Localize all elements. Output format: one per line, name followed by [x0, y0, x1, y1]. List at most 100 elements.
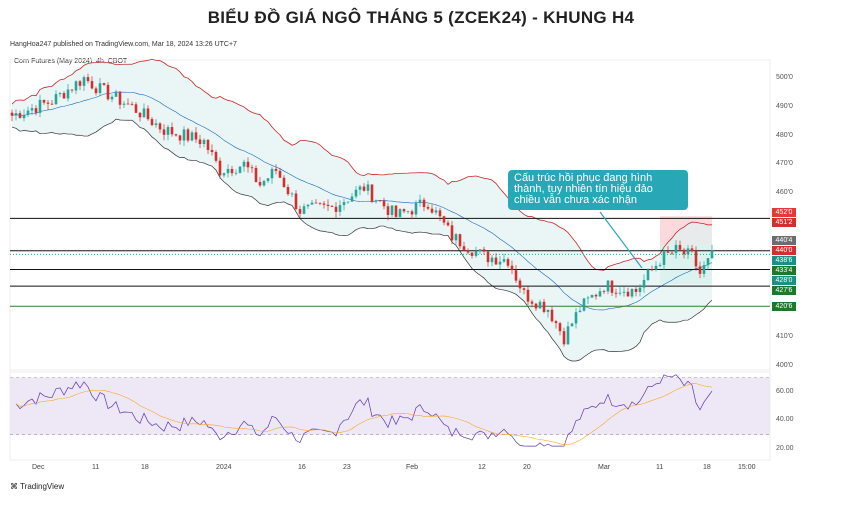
- candle-body: [574, 312, 578, 324]
- candle-body: [562, 331, 566, 345]
- candle-body: [538, 301, 542, 309]
- candle-body: [78, 81, 82, 86]
- candle-body: [394, 205, 398, 217]
- candle-body: [606, 280, 610, 292]
- candle-body: [582, 298, 586, 311]
- candle-body: [90, 81, 94, 89]
- candle-body: [446, 222, 450, 226]
- price-level-label: 452'0: [772, 207, 796, 217]
- candle-body: [490, 257, 494, 263]
- candle-body: [242, 161, 246, 167]
- candle-body: [202, 139, 206, 145]
- candle-body: [98, 83, 102, 94]
- candle-body: [194, 132, 198, 140]
- candle-body: [102, 83, 106, 85]
- candle-body: [398, 209, 402, 217]
- candle-body: [106, 84, 110, 100]
- candle-body: [710, 250, 714, 259]
- candle-body: [246, 161, 250, 168]
- publisher-info: HangHoa247 published on TradingView.com,…: [10, 41, 237, 48]
- candle-body: [406, 211, 410, 213]
- candle-body: [594, 294, 598, 297]
- candle-body: [570, 323, 574, 327]
- candle-body: [566, 326, 570, 345]
- candle-body: [278, 170, 282, 178]
- candle-body: [286, 186, 290, 195]
- price-level-label: 427'6: [772, 286, 796, 296]
- candle-body: [214, 152, 218, 161]
- candle-body: [314, 202, 318, 204]
- candle-body: [466, 250, 470, 253]
- candle-body: [514, 270, 518, 281]
- candle-body: [658, 264, 662, 266]
- candle-body: [274, 168, 278, 171]
- candle-body: [338, 205, 342, 212]
- candle-body: [382, 200, 386, 207]
- candle-body: [142, 108, 146, 118]
- candle-body: [86, 77, 90, 82]
- candle-body: [154, 123, 158, 126]
- time-axis-tick: Dec: [32, 464, 45, 471]
- candle-body: [498, 261, 502, 265]
- price-level-label: 451'2: [772, 217, 796, 227]
- candle-body: [682, 249, 686, 255]
- candle-body: [454, 234, 458, 241]
- candle-body: [578, 310, 582, 313]
- candle-body: [366, 184, 370, 191]
- candle-body: [282, 177, 286, 187]
- time-axis-tick: 16: [298, 464, 306, 471]
- time-axis-tick: 12: [478, 464, 486, 471]
- price-level-label: 420'6: [772, 301, 796, 311]
- candle-body: [634, 288, 638, 292]
- time-axis-tick: 11: [92, 464, 100, 471]
- price-axis-tick: 470'0: [776, 160, 793, 168]
- rsi-axis-tick: 60.00: [776, 387, 794, 395]
- candle-body: [674, 244, 678, 253]
- candle-body: [254, 167, 258, 183]
- candle-body: [630, 288, 634, 297]
- candle-body: [590, 294, 594, 298]
- candle-body: [66, 89, 70, 99]
- candle-body: [370, 184, 374, 202]
- candle-body: [554, 321, 558, 324]
- candle-body: [626, 291, 630, 297]
- candle-body: [326, 204, 330, 206]
- candle-body: [434, 210, 438, 213]
- candle-body: [478, 249, 482, 251]
- candle-body: [410, 211, 414, 215]
- rsi-band: [10, 377, 770, 435]
- candle-body: [558, 323, 562, 332]
- candle-body: [526, 289, 530, 302]
- candle-body: [622, 291, 626, 293]
- brand-label: TradingView: [20, 482, 65, 491]
- candle-body: [442, 216, 446, 223]
- candle-body: [310, 202, 314, 205]
- time-axis-tick: 23: [343, 464, 351, 471]
- candle-body: [302, 206, 306, 214]
- candle-body: [430, 208, 434, 213]
- callout-arrow: [599, 211, 643, 269]
- candle-body: [646, 269, 650, 280]
- candle-body: [354, 189, 358, 197]
- candle-body: [462, 246, 466, 251]
- time-axis-tick: 18: [141, 464, 149, 471]
- rsi-axis-tick: 40.00: [776, 416, 794, 424]
- candle-body: [678, 244, 682, 250]
- candle-body: [322, 203, 326, 205]
- bollinger-basis: [11, 91, 713, 311]
- candle-body: [46, 102, 50, 104]
- candle-body: [38, 99, 42, 113]
- candle-body: [510, 265, 514, 271]
- candle-body: [198, 139, 202, 145]
- candle-body: [450, 225, 454, 241]
- price-pane: [9, 59, 771, 371]
- symbol-legend: Corn Futures (May 2024), 4h, CBOT: [14, 58, 128, 65]
- price-axis-tick: 500'0: [776, 74, 793, 81]
- candle-body: [486, 251, 490, 263]
- candle-body: [94, 88, 98, 94]
- candle-body: [174, 134, 178, 136]
- candle-body: [262, 181, 266, 186]
- candle-body: [218, 160, 222, 176]
- candle-body: [234, 172, 238, 174]
